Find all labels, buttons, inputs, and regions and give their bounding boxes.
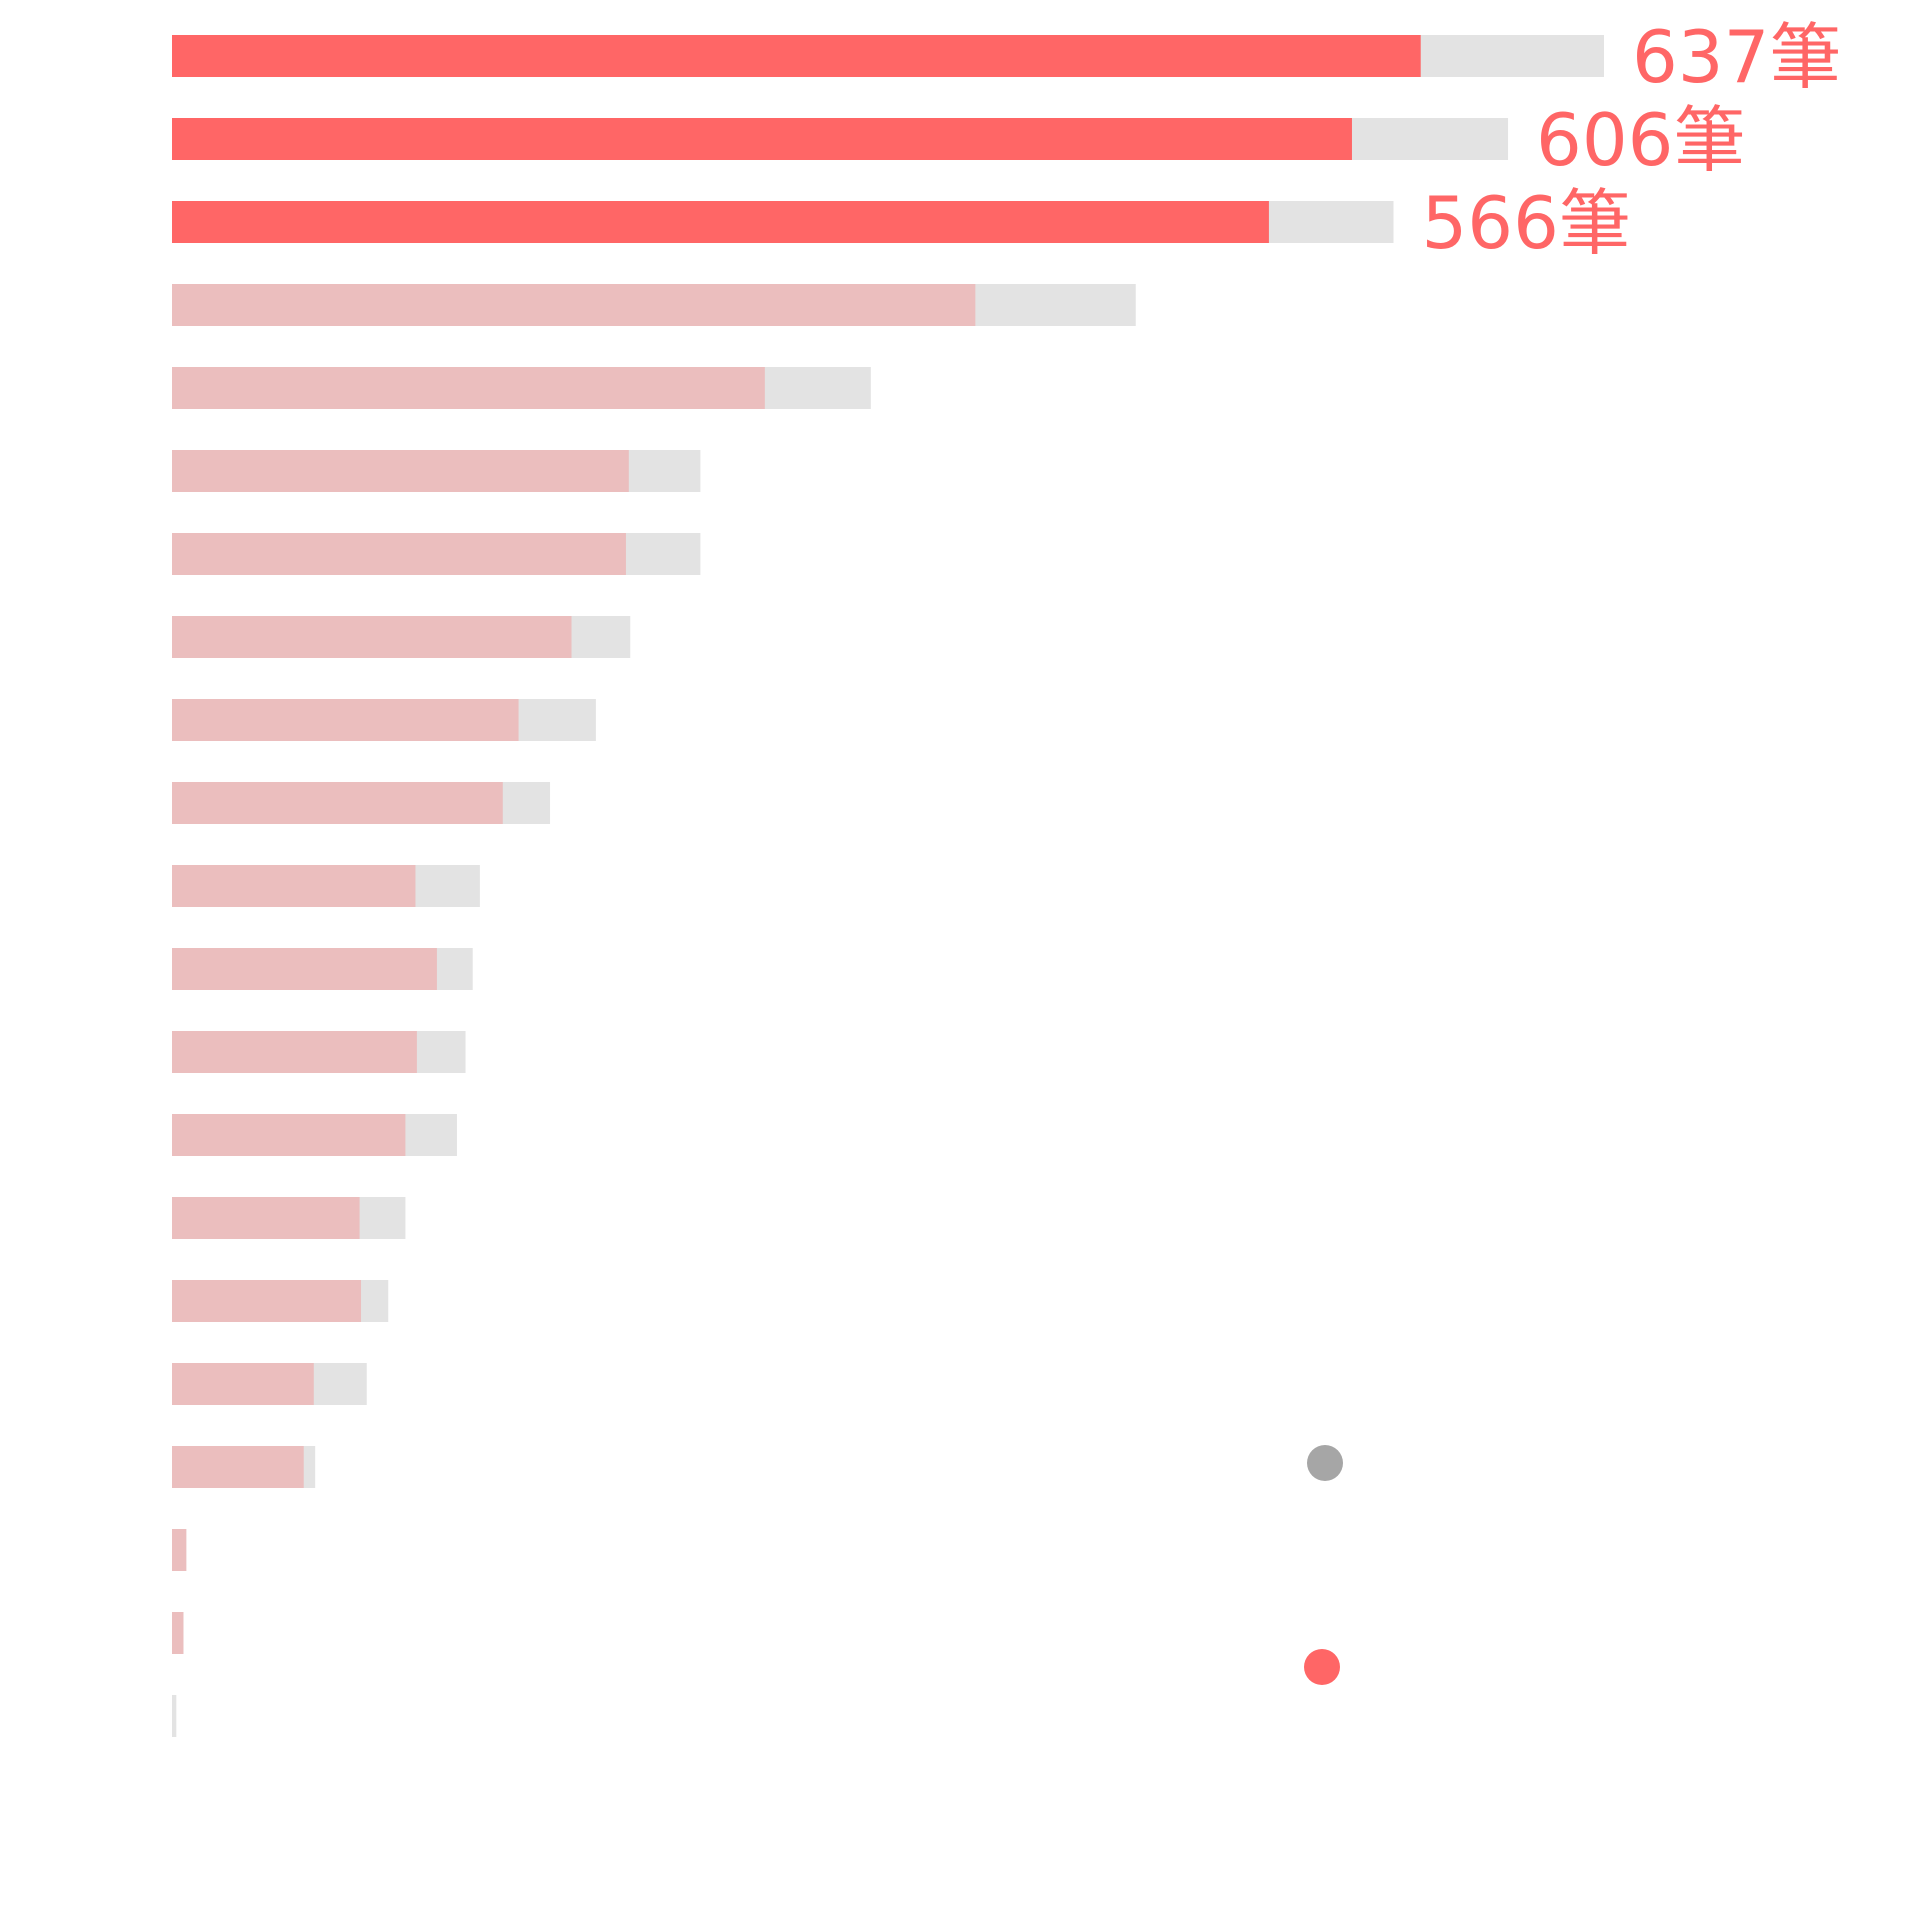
bar-part-8 <box>172 699 519 741</box>
bar-part-18 <box>172 1529 187 1571</box>
bar-part-12 <box>172 1031 417 1073</box>
bar-part-16 <box>172 1363 314 1405</box>
bar-part-11 <box>172 948 437 990</box>
bar-part-3 <box>172 284 976 326</box>
legend <box>1304 1445 1343 1685</box>
bar-part-14 <box>172 1197 360 1239</box>
bar-part-13 <box>172 1114 406 1156</box>
bar-part-7 <box>172 616 572 658</box>
bar-part-10 <box>172 865 416 907</box>
data-label-0: 637筆 <box>1632 15 1841 99</box>
data-label-2: 566筆 <box>1421 181 1630 265</box>
bar-part-19 <box>172 1612 184 1654</box>
bar-part-1 <box>172 118 1352 160</box>
bar-part-2 <box>172 201 1269 243</box>
bar-part-0 <box>172 35 1421 77</box>
bar-total-20 <box>172 1695 177 1737</box>
legend-marker-0 <box>1307 1445 1343 1481</box>
bar-part-15 <box>172 1280 362 1322</box>
data-label-1: 606筆 <box>1536 98 1745 182</box>
bar-part-17 <box>172 1446 304 1488</box>
bars-group <box>172 35 1604 1737</box>
bar-part-6 <box>172 533 626 575</box>
legend-marker-1 <box>1304 1649 1340 1685</box>
bar-part-9 <box>172 782 503 824</box>
bar-part-5 <box>172 450 629 492</box>
bar-part-4 <box>172 367 765 409</box>
